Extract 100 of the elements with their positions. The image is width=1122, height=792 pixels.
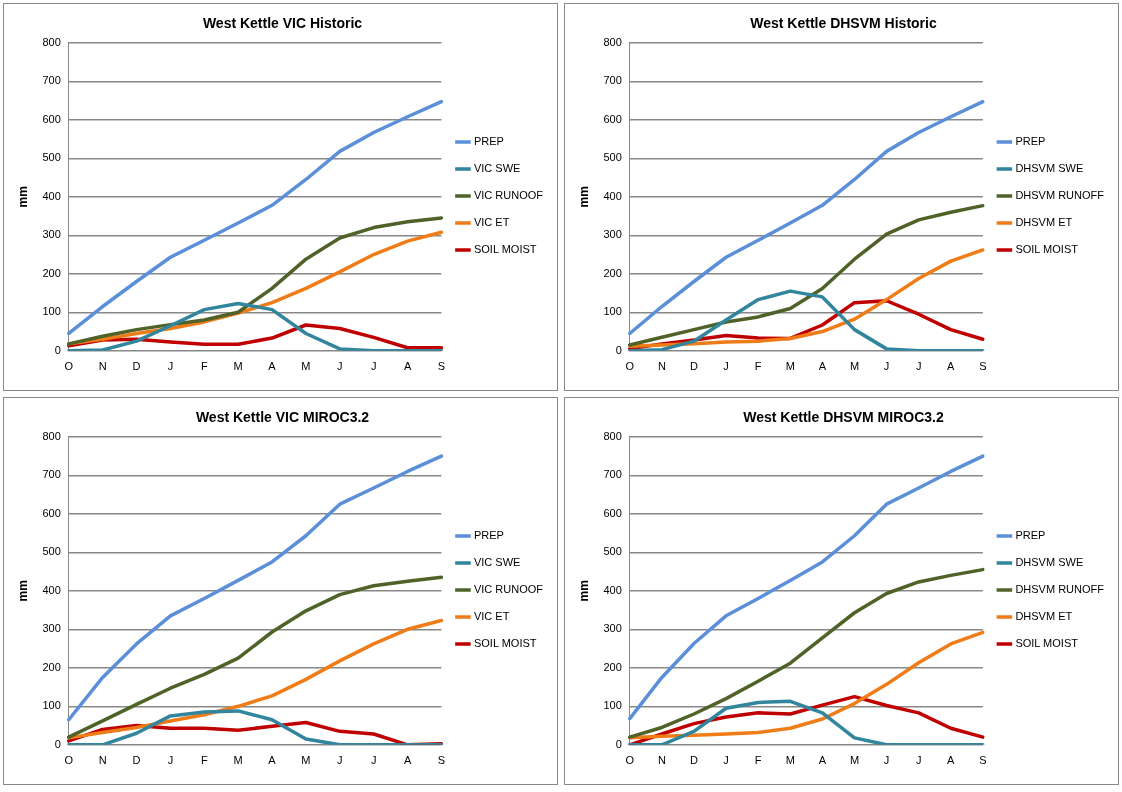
- y-tick-label: 100: [42, 305, 61, 318]
- y-tick-label: 800: [603, 35, 622, 48]
- y-axis-title: mm: [576, 186, 591, 208]
- x-tick-label: O: [625, 360, 635, 373]
- y-tick-label: 800: [603, 429, 622, 442]
- legend-label: SOIL MOIST: [473, 637, 537, 650]
- y-tick-label: 600: [42, 506, 61, 519]
- y-axis-title: mm: [576, 580, 591, 602]
- legend-label: VIC SWE: [473, 162, 521, 175]
- legend-label: VIC ET: [473, 216, 510, 229]
- chart-title: West Kettle DHSVM Historic: [750, 15, 937, 32]
- legend-label: PREP: [473, 135, 504, 148]
- y-tick-label: 300: [42, 228, 61, 241]
- y-tick-label: 700: [603, 74, 622, 87]
- y-tick-label: 800: [42, 429, 61, 442]
- x-tick-label: F: [200, 360, 208, 373]
- x-tick-label: A: [818, 360, 827, 373]
- y-tick-label: 600: [603, 112, 622, 125]
- x-tick-label: O: [64, 360, 74, 373]
- x-tick-label: N: [98, 754, 107, 767]
- y-tick-label: 0: [615, 343, 622, 356]
- legend-label: SOIL MOIST: [1015, 243, 1079, 256]
- x-tick-label: M: [233, 360, 243, 373]
- y-tick-label: 400: [603, 583, 622, 596]
- y-tick-label: 200: [42, 266, 61, 279]
- x-tick-label: A: [947, 360, 956, 373]
- y-tick-label: 100: [42, 699, 61, 712]
- x-tick-label: S: [979, 754, 987, 767]
- x-tick-label: A: [403, 360, 412, 373]
- x-tick-label: J: [915, 360, 922, 373]
- x-tick-label: M: [301, 754, 311, 767]
- legend-label: PREP: [1015, 529, 1046, 542]
- y-tick-label: 400: [42, 583, 61, 596]
- y-axis-title: mm: [15, 186, 30, 208]
- legend-label: SOIL MOIST: [1015, 637, 1079, 650]
- x-tick-label: F: [200, 754, 208, 767]
- y-tick-label: 300: [603, 622, 622, 635]
- x-tick-label: A: [947, 754, 956, 767]
- y-tick-label: 400: [42, 189, 61, 202]
- x-tick-label: J: [723, 360, 729, 373]
- x-tick-label: O: [64, 754, 74, 767]
- x-tick-label: D: [132, 360, 141, 373]
- x-tick-label: M: [849, 754, 860, 767]
- x-tick-label: F: [754, 754, 762, 767]
- x-tick-label: M: [301, 360, 311, 373]
- legend-label: VIC SWE: [473, 556, 521, 569]
- legend-label: DHSVM ET: [1015, 610, 1073, 623]
- x-tick-label: J: [723, 754, 729, 767]
- x-tick-label: A: [268, 754, 277, 767]
- legend-label: VIC RUNOOF: [473, 583, 544, 596]
- x-tick-label: A: [818, 754, 827, 767]
- y-tick-label: 300: [42, 622, 61, 635]
- x-tick-label: S: [437, 360, 446, 373]
- y-tick-label: 200: [42, 660, 61, 673]
- legend-label: DHSVM SWE: [1015, 556, 1084, 569]
- x-tick-label: F: [754, 360, 762, 373]
- y-tick-label: 0: [615, 737, 622, 750]
- y-tick-label: 400: [603, 189, 622, 202]
- x-tick-label: J: [370, 360, 377, 373]
- x-tick-label: N: [657, 360, 666, 373]
- x-tick-label: J: [915, 754, 922, 767]
- y-tick-label: 500: [603, 545, 622, 558]
- y-tick-label: 700: [603, 468, 622, 481]
- y-tick-label: 0: [54, 343, 61, 356]
- y-tick-label: 300: [603, 228, 622, 241]
- legend-label: DHSVM RUNOFF: [1015, 189, 1105, 202]
- x-tick-label: M: [233, 754, 243, 767]
- x-tick-label: J: [167, 754, 174, 767]
- legend-label: VIC ET: [473, 610, 510, 623]
- y-tick-label: 600: [42, 112, 61, 125]
- y-tick-label: 700: [42, 74, 61, 87]
- chart-title: West Kettle VIC Historic: [202, 15, 363, 32]
- x-tick-label: D: [689, 754, 698, 767]
- y-tick-label: 600: [603, 506, 622, 519]
- x-tick-label: J: [337, 754, 343, 767]
- x-tick-label: S: [979, 360, 987, 373]
- x-tick-label: A: [268, 360, 277, 373]
- legend-label: DHSVM SWE: [1015, 162, 1084, 175]
- x-tick-label: M: [849, 360, 860, 373]
- x-tick-label: M: [785, 360, 795, 373]
- y-tick-label: 200: [603, 266, 622, 279]
- legend-label: SOIL MOIST: [473, 243, 537, 256]
- y-axis-title: mm: [15, 580, 30, 602]
- x-tick-label: S: [437, 754, 446, 767]
- legend-label: PREP: [1015, 135, 1046, 148]
- chart-title: West Kettle VIC MIROC3.2: [195, 409, 370, 426]
- x-tick-label: O: [625, 754, 635, 767]
- y-tick-label: 200: [603, 660, 622, 673]
- chart-title: West Kettle DHSVM MIROC3.2: [743, 409, 944, 426]
- legend-label: PREP: [473, 529, 504, 542]
- x-tick-label: J: [167, 360, 174, 373]
- legend-label: DHSVM RUNOFF: [1015, 583, 1105, 596]
- legend-label: DHSVM ET: [1015, 216, 1073, 229]
- x-tick-label: N: [98, 360, 107, 373]
- y-tick-label: 0: [54, 737, 61, 750]
- y-tick-label: 800: [42, 35, 61, 48]
- x-tick-label: J: [337, 360, 343, 373]
- y-tick-label: 700: [42, 468, 61, 481]
- x-tick-label: D: [132, 754, 141, 767]
- y-tick-label: 100: [603, 699, 622, 712]
